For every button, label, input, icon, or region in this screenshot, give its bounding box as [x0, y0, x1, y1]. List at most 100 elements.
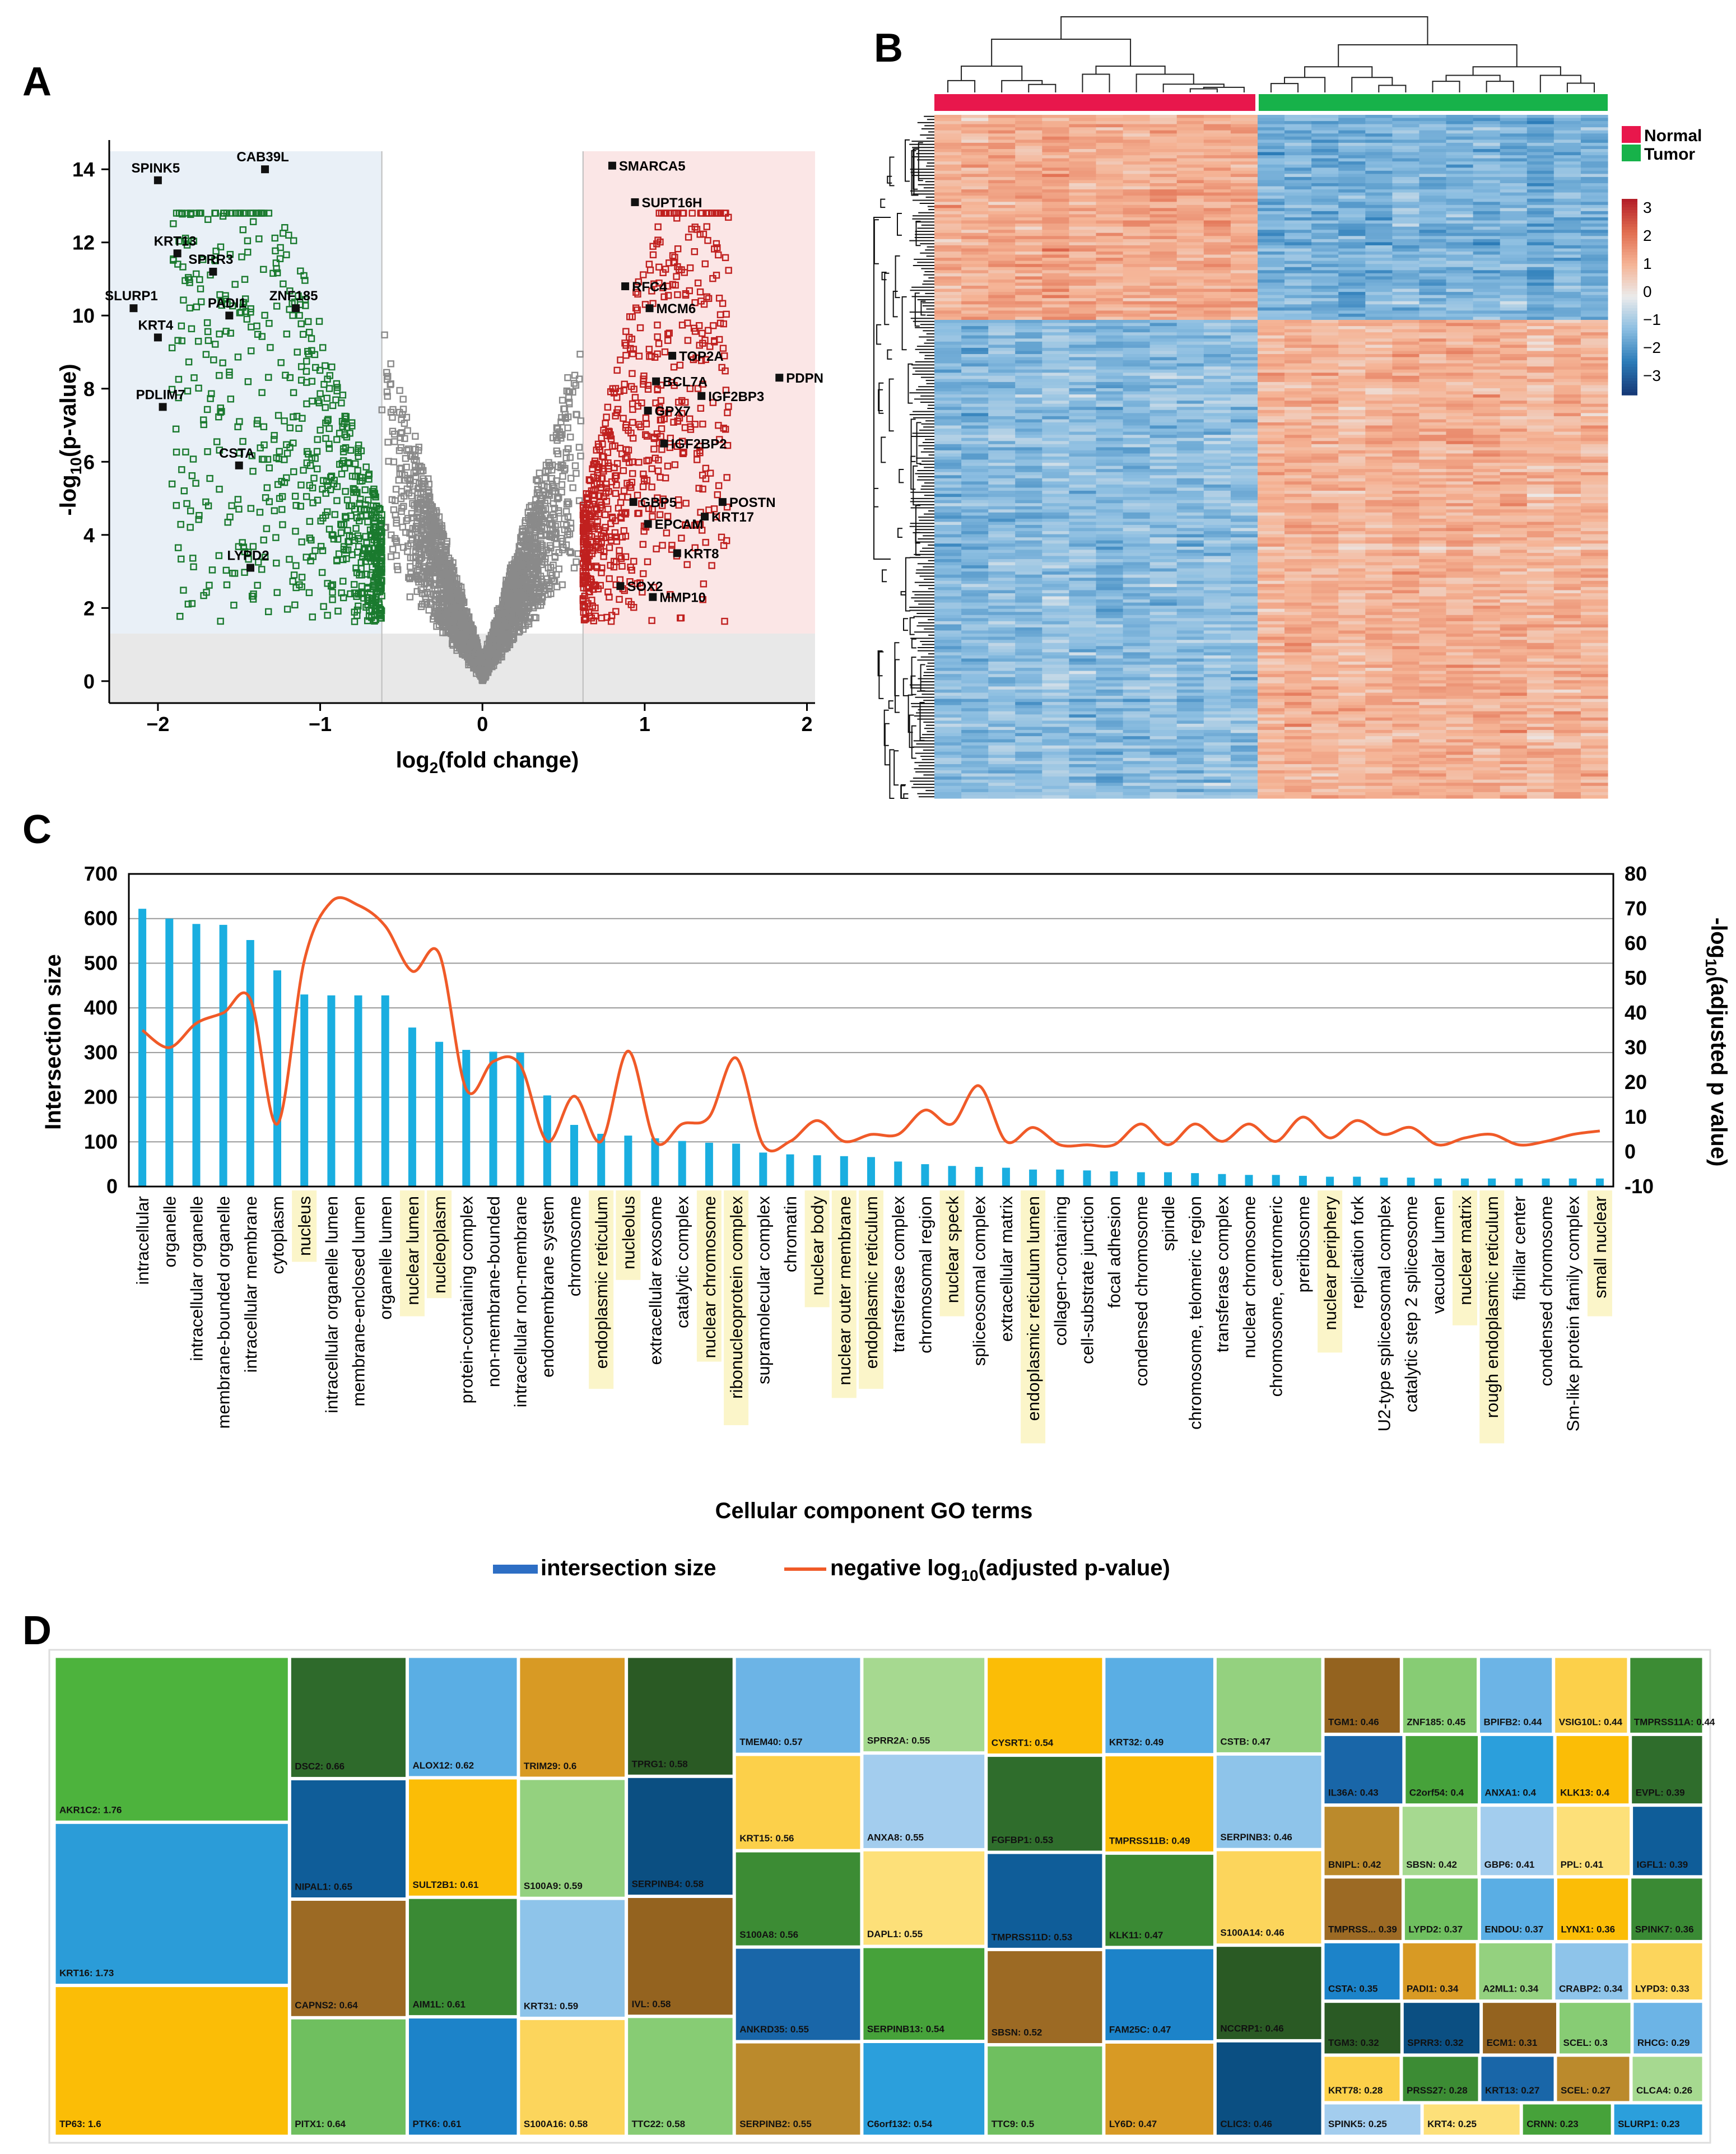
heatmap-cell — [988, 136, 1016, 140]
heatmap-cell — [1473, 186, 1501, 190]
heatmap-cell — [1176, 198, 1204, 202]
heatmap-cell — [1500, 130, 1528, 134]
heatmap-cell — [1526, 170, 1555, 174]
heatmap-cell — [1473, 217, 1501, 221]
heatmap-cell — [988, 192, 1016, 196]
heatmap-cell — [1365, 139, 1393, 143]
heatmap-cell — [1473, 176, 1501, 180]
heatmap-cell — [1096, 202, 1124, 206]
heatmap-cell — [1042, 127, 1069, 131]
heatmap-cell — [1419, 127, 1447, 131]
heatmap-cell — [1419, 186, 1447, 190]
heatmap-cell — [1015, 230, 1042, 234]
heatmap-cell — [1284, 176, 1312, 180]
volcano-point — [381, 331, 388, 339]
heatmap-cell — [1500, 124, 1528, 128]
heatmap-cell — [1419, 158, 1447, 162]
heatmap-cell — [1553, 186, 1581, 190]
heatmap-cell — [1446, 214, 1474, 218]
heatmap-cell — [1042, 214, 1069, 218]
volcano-point — [430, 612, 438, 620]
dendrogram-branch — [1082, 73, 1110, 92]
heatmap-cell — [1258, 121, 1285, 125]
heatmap-cell — [1284, 146, 1312, 150]
heatmap-cell — [1473, 164, 1501, 168]
heatmap-cell — [1446, 146, 1474, 150]
heatmap-cell — [1392, 214, 1420, 218]
heatmap-cell — [1149, 146, 1177, 150]
heatmap-cell — [1284, 118, 1312, 122]
heatmap-cell — [1580, 146, 1608, 150]
gene-label: POSTN — [729, 495, 776, 510]
heatmap-cell — [988, 174, 1016, 178]
heatmap-cell — [1311, 136, 1339, 140]
heatmap-cell — [934, 170, 962, 174]
heatmap-cell — [1176, 146, 1204, 150]
heatmap-cell — [1203, 176, 1231, 180]
heatmap-cell — [1149, 174, 1177, 178]
heatmap-cell — [934, 155, 962, 159]
heatmap-cell — [1258, 183, 1285, 187]
volcano-point — [420, 529, 427, 537]
heatmap-cell — [1284, 202, 1312, 206]
heatmap-cell — [1338, 127, 1366, 131]
heatmap-cell — [1096, 192, 1124, 196]
heatmap-cell — [1284, 211, 1312, 215]
heatmap-cell — [1365, 220, 1393, 224]
tumor-group-bar — [1258, 94, 1608, 111]
heatmap-cell — [1176, 204, 1204, 208]
heatmap-cell — [1419, 176, 1447, 180]
heatmap-cell — [1123, 168, 1151, 171]
gene-marker — [616, 582, 625, 590]
heatmap-cell — [1176, 170, 1204, 174]
heatmap-cell — [1311, 211, 1339, 215]
heatmap-cell — [1392, 174, 1420, 178]
heatmap-cell — [1500, 174, 1528, 178]
heatmap-cell — [1446, 174, 1474, 178]
heatmap-cell — [1149, 196, 1177, 199]
nonsignificant-points — [378, 331, 585, 685]
volcano-y-tick-label: 6 — [83, 450, 95, 473]
volcano-point — [537, 492, 544, 499]
volcano-point — [399, 396, 407, 403]
heatmap-cell — [1258, 133, 1285, 137]
heatmap-cell — [1123, 158, 1151, 162]
heatmap-cell — [1526, 146, 1555, 150]
heatmap-cell — [1446, 170, 1474, 174]
heatmap-cell — [1446, 127, 1474, 131]
heatmap-cell — [1553, 170, 1581, 174]
heatmap-cell — [1553, 174, 1581, 178]
heatmap-cell — [1096, 133, 1124, 137]
heatmap-cell — [1553, 158, 1581, 162]
volcano-point — [543, 546, 550, 554]
heatmap-cell — [934, 130, 962, 134]
heatmap-cell — [1042, 211, 1069, 215]
heatmap-cell — [1284, 115, 1312, 119]
dendrogram-branch — [1566, 82, 1595, 92]
heatmap-cell — [1392, 115, 1420, 119]
heatmap-cell — [1176, 152, 1204, 156]
heatmap-cell — [1042, 142, 1069, 146]
heatmap-cell — [1203, 192, 1231, 196]
volcano-x-tick-label: 0 — [477, 713, 488, 736]
heatmap-cell — [1446, 198, 1474, 202]
heatmap-cell — [1015, 164, 1042, 168]
heatmap-cell — [1230, 230, 1258, 234]
heatmap-cell — [1042, 189, 1069, 193]
heatmap-cell — [1446, 115, 1474, 119]
heatmap-cell — [1176, 149, 1204, 153]
heatmap-cell — [1419, 183, 1447, 187]
heatmap-cell — [1123, 183, 1151, 187]
gene-label: LYPD2 — [227, 548, 269, 564]
heatmap-cell — [1580, 168, 1608, 171]
heatmap-cell — [1473, 226, 1501, 230]
volcano-point — [412, 473, 420, 481]
heatmap-cell — [1230, 158, 1258, 162]
heatmap-cell — [1446, 161, 1474, 165]
heatmap-cell — [1015, 176, 1042, 180]
heatmap-cell — [1258, 189, 1285, 193]
heatmap-cell — [1149, 208, 1177, 212]
heatmap-cell — [1580, 176, 1608, 180]
volcano-point — [390, 506, 398, 514]
heatmap-cell — [1473, 130, 1501, 134]
